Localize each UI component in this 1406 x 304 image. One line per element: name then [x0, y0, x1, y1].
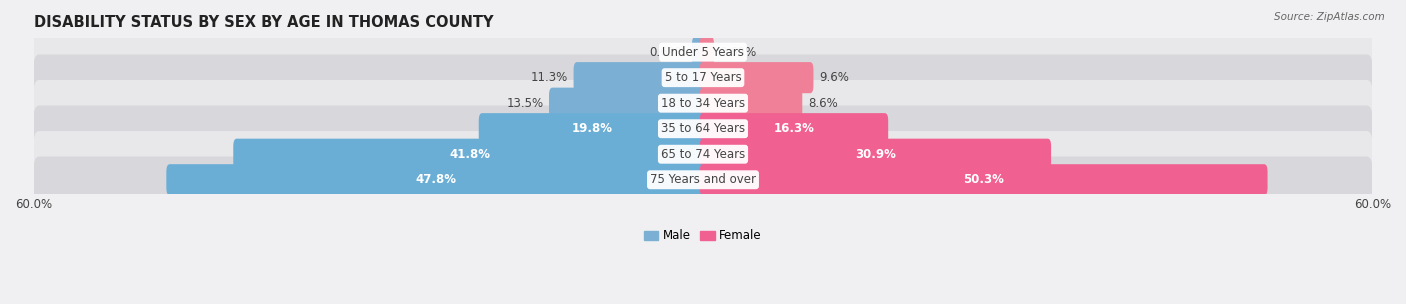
FancyBboxPatch shape [700, 62, 814, 93]
Text: 8.6%: 8.6% [808, 97, 838, 110]
FancyBboxPatch shape [548, 88, 706, 119]
Text: 30.9%: 30.9% [855, 148, 896, 161]
Text: 65 to 74 Years: 65 to 74 Years [661, 148, 745, 161]
Text: 50.3%: 50.3% [963, 173, 1004, 186]
FancyBboxPatch shape [34, 157, 1372, 203]
Legend: Male, Female: Male, Female [640, 225, 766, 247]
Text: Source: ZipAtlas.com: Source: ZipAtlas.com [1274, 12, 1385, 22]
FancyBboxPatch shape [700, 139, 1052, 170]
Text: 0.69%: 0.69% [650, 46, 686, 59]
Text: DISABILITY STATUS BY SEX BY AGE IN THOMAS COUNTY: DISABILITY STATUS BY SEX BY AGE IN THOMA… [34, 15, 494, 30]
FancyBboxPatch shape [700, 113, 889, 144]
FancyBboxPatch shape [34, 54, 1372, 101]
Text: 35 to 64 Years: 35 to 64 Years [661, 122, 745, 135]
FancyBboxPatch shape [166, 164, 706, 195]
Text: 0.69%: 0.69% [720, 46, 756, 59]
Text: 16.3%: 16.3% [773, 122, 814, 135]
Text: 41.8%: 41.8% [450, 148, 491, 161]
FancyBboxPatch shape [478, 113, 706, 144]
Text: 9.6%: 9.6% [820, 71, 849, 84]
FancyBboxPatch shape [233, 139, 706, 170]
FancyBboxPatch shape [700, 164, 1268, 195]
Text: 19.8%: 19.8% [572, 122, 613, 135]
Text: 11.3%: 11.3% [530, 71, 568, 84]
FancyBboxPatch shape [34, 131, 1372, 178]
FancyBboxPatch shape [34, 29, 1372, 75]
FancyBboxPatch shape [700, 88, 803, 119]
Text: 13.5%: 13.5% [506, 97, 544, 110]
FancyBboxPatch shape [34, 80, 1372, 126]
FancyBboxPatch shape [692, 36, 706, 68]
Text: Under 5 Years: Under 5 Years [662, 46, 744, 59]
Text: 47.8%: 47.8% [416, 173, 457, 186]
FancyBboxPatch shape [700, 36, 714, 68]
FancyBboxPatch shape [34, 105, 1372, 152]
FancyBboxPatch shape [574, 62, 706, 93]
Text: 5 to 17 Years: 5 to 17 Years [665, 71, 741, 84]
Text: 75 Years and over: 75 Years and over [650, 173, 756, 186]
Text: 18 to 34 Years: 18 to 34 Years [661, 97, 745, 110]
